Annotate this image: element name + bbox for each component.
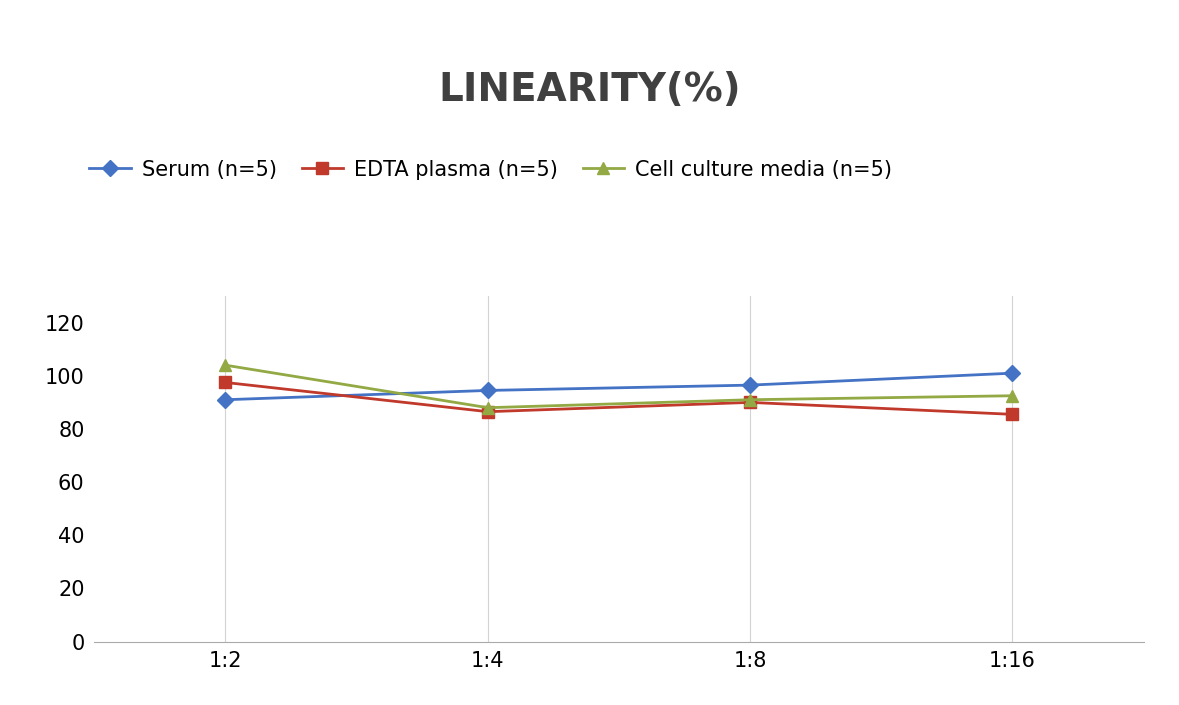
Serum (n=5) [218, 396, 232, 404]
Cell culture media (n=5) [218, 361, 232, 369]
Serum (n=5) [1006, 369, 1020, 377]
Cell culture media (n=5) [481, 403, 495, 412]
Line: Serum (n=5): Serum (n=5) [220, 367, 1017, 405]
Cell culture media (n=5) [743, 396, 757, 404]
Line: EDTA plasma (n=5): EDTA plasma (n=5) [220, 377, 1017, 420]
EDTA plasma (n=5) [1006, 410, 1020, 419]
Line: Cell culture media (n=5): Cell culture media (n=5) [220, 360, 1017, 413]
Text: LINEARITY(%): LINEARITY(%) [439, 70, 740, 109]
EDTA plasma (n=5) [218, 378, 232, 386]
Serum (n=5) [743, 381, 757, 389]
EDTA plasma (n=5) [481, 407, 495, 416]
EDTA plasma (n=5) [743, 398, 757, 407]
Serum (n=5) [481, 386, 495, 395]
Legend: Serum (n=5), EDTA plasma (n=5), Cell culture media (n=5): Serum (n=5), EDTA plasma (n=5), Cell cul… [81, 152, 900, 188]
Cell culture media (n=5) [1006, 391, 1020, 400]
